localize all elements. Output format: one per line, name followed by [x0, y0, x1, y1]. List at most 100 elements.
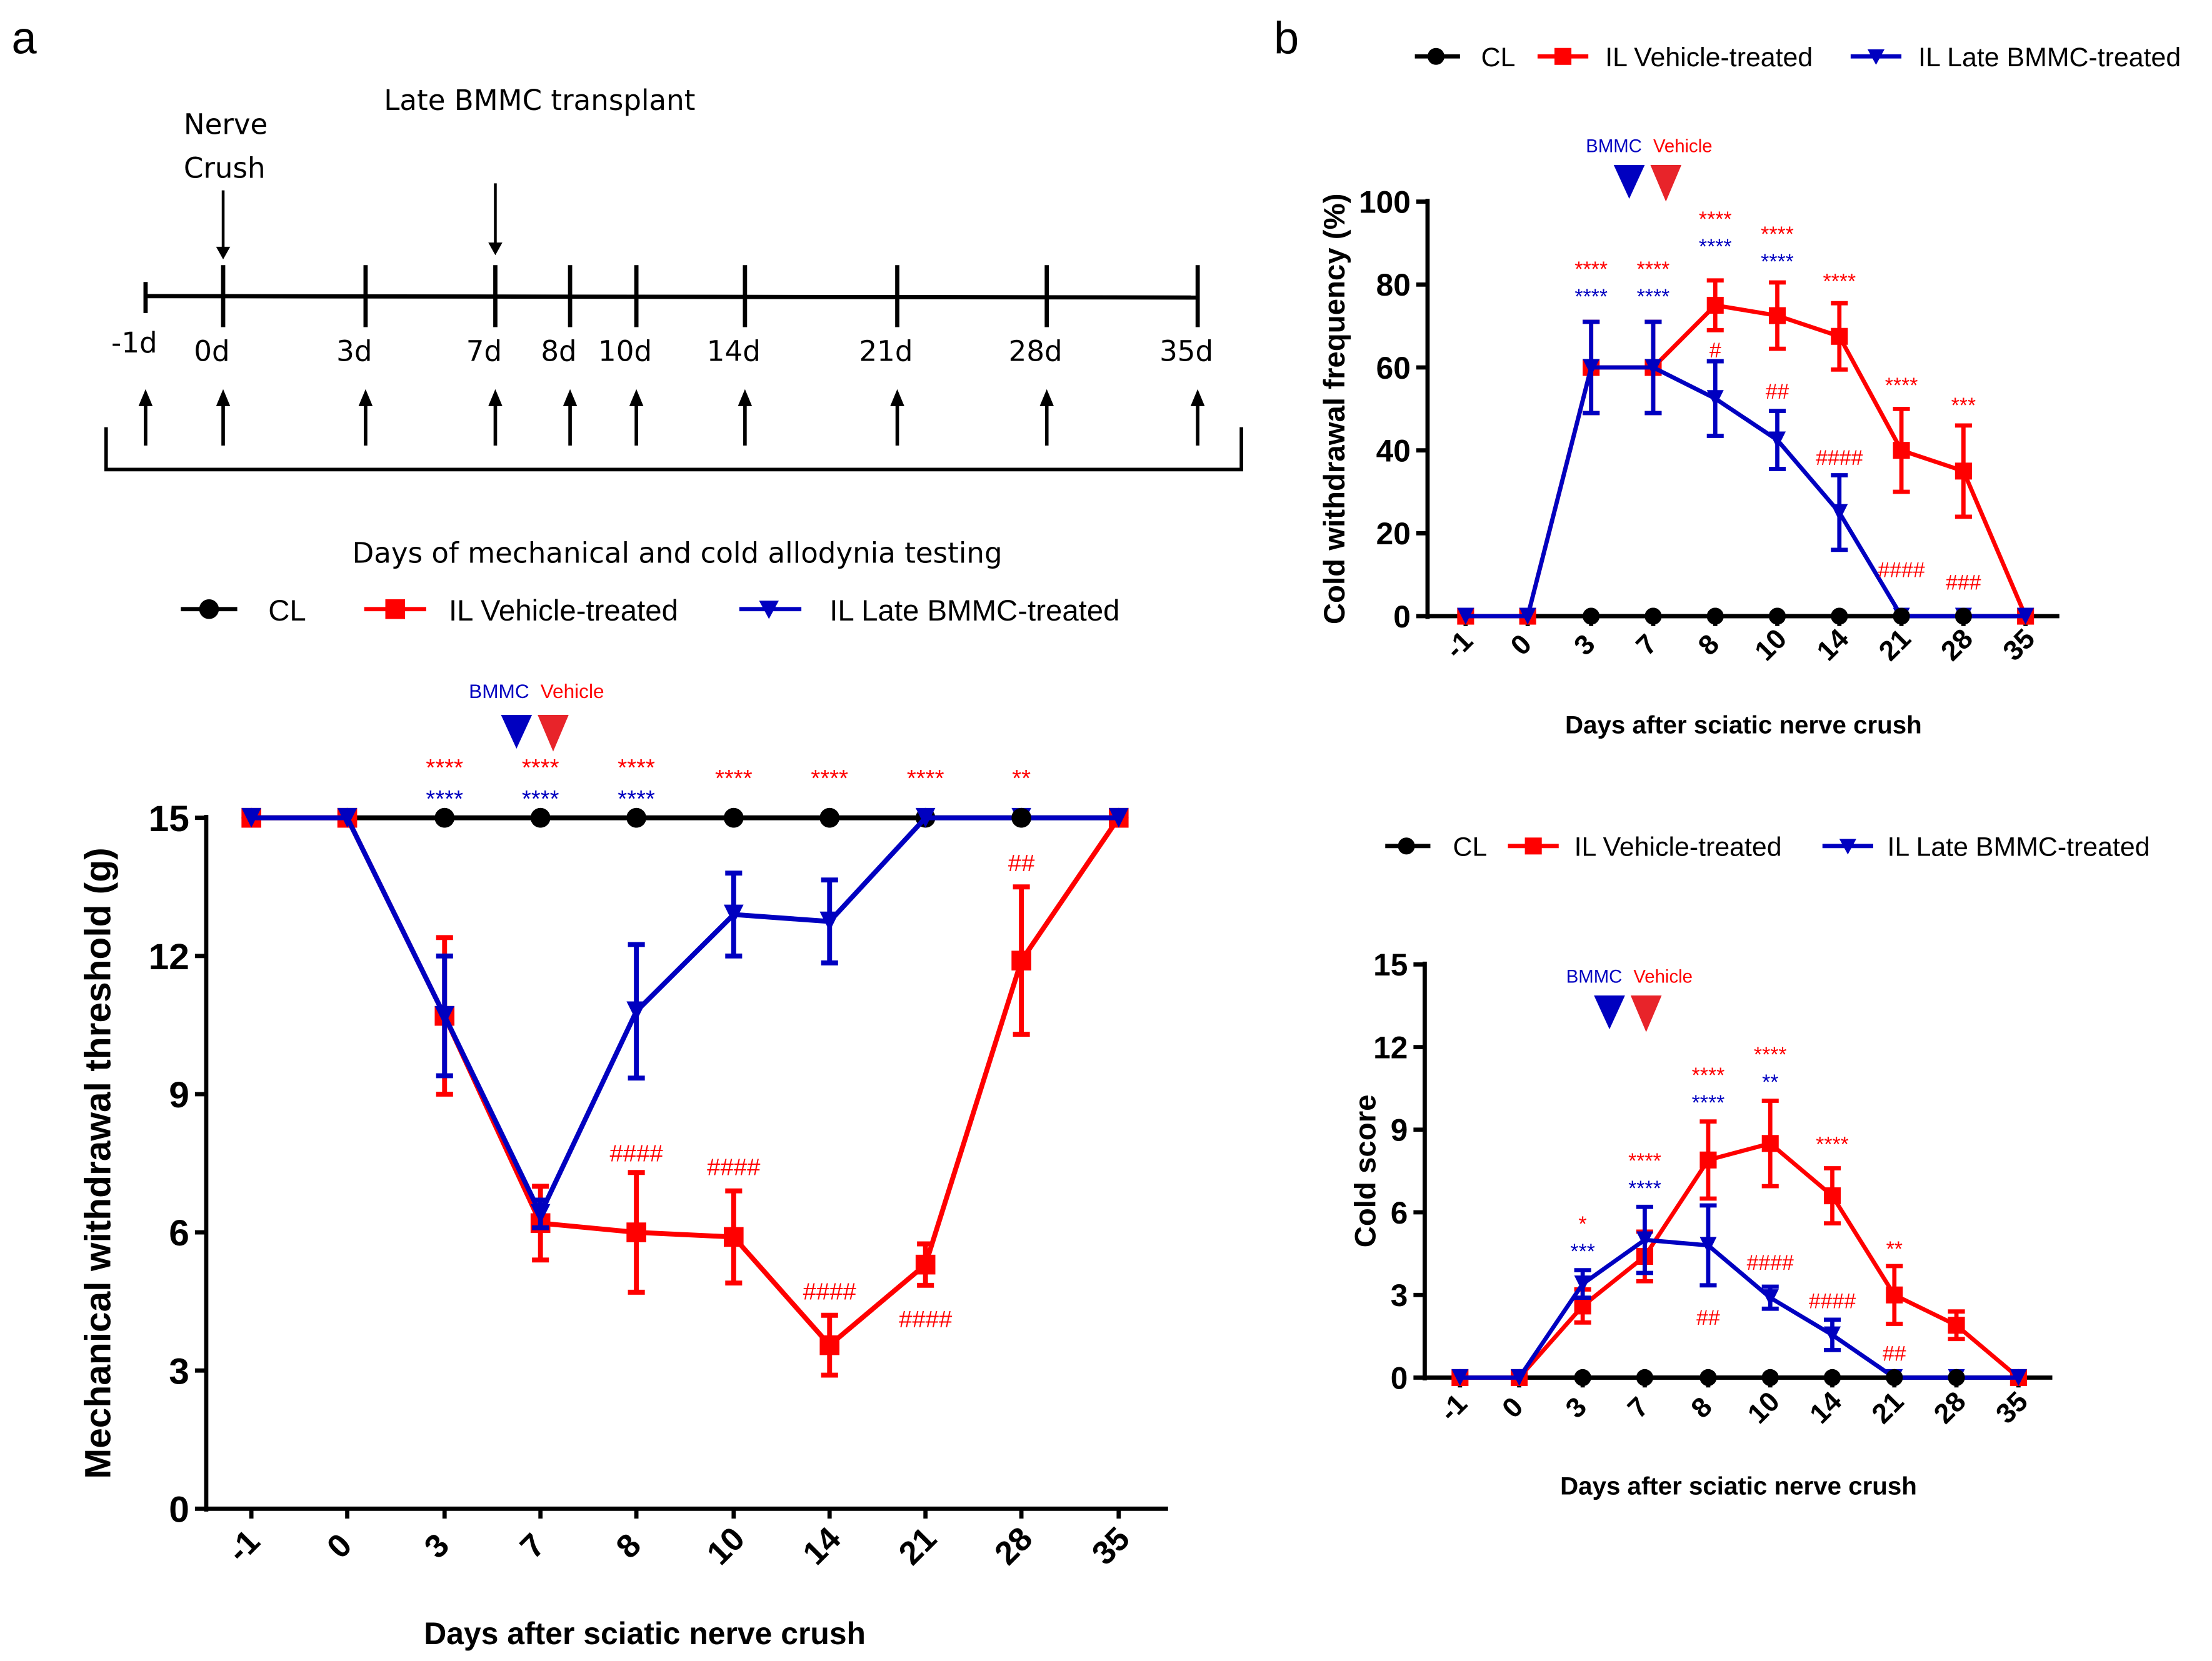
series-bmmc [1451, 1203, 2027, 1387]
y-tick-label: 0 [1391, 1360, 1408, 1395]
significance-annotation: ## [1883, 1342, 1906, 1365]
data-point-bmmc [819, 911, 840, 932]
significance-annotation: **** [1637, 285, 1670, 309]
y-tick-label: 6 [1391, 1195, 1408, 1230]
event-arrow-icon [216, 246, 231, 260]
significance-annotation: **** [426, 786, 463, 812]
significance-annotation: ** [1886, 1237, 1903, 1261]
timeline-day-label: 21d [859, 335, 913, 368]
data-point-vehicle [1574, 1297, 1591, 1315]
significance-annotation: **** [1761, 222, 1794, 246]
y-tick-label: 60 [1376, 351, 1411, 386]
data-point-bmmc [434, 1005, 455, 1026]
legend-cl-marker [1427, 47, 1445, 65]
data-point-cl [530, 807, 551, 828]
y-tick-label: 9 [169, 1075, 189, 1115]
data-point-cl [724, 807, 744, 828]
y-tick-label: 6 [169, 1213, 189, 1254]
x-tick-label: 10 [700, 1520, 752, 1572]
event-arrow-icon [488, 242, 503, 256]
legend-vehicle-label: IL Vehicle-treated [449, 594, 678, 627]
x-tick-label: 35 [1998, 623, 2041, 667]
legend-b-top: CL IL Vehicle-treated IL Late BMMC-treat… [1414, 42, 2181, 72]
series-line-vehicle [1465, 302, 2028, 619]
panel-label-a: a [12, 14, 38, 64]
data-point-bmmc [1457, 607, 1474, 625]
significance-annotation: **** [522, 786, 559, 812]
significance-annotation: #### [1809, 1290, 1856, 1314]
data-point-bmmc [626, 1001, 646, 1022]
legend-cl-marker [1398, 837, 1415, 855]
significance-annotation: **** [1699, 207, 1732, 231]
data-point-cl [1699, 1369, 1717, 1387]
x-axis-title: Days after sciatic nerve crush [424, 1616, 866, 1651]
data-point-vehicle [1761, 1135, 1779, 1152]
significance-annotation: #### [707, 1154, 761, 1181]
data-point-bmmc [2017, 607, 2034, 625]
legend-vehicle-marker [385, 599, 406, 619]
x-tick-label: 7 [1631, 629, 1663, 661]
legend-cl-marker [199, 599, 219, 619]
data-point-cl [1823, 1369, 1841, 1387]
legend-bmmc-marker [1867, 49, 1885, 65]
significance-annotation: *** [1570, 1240, 1595, 1264]
x-tick-label: 7 [1622, 1392, 1654, 1424]
series-line-bmmc [1465, 365, 2026, 619]
significance-annotation: **** [1823, 270, 1856, 294]
legend-bmmc-label: IL Late BMMC-treated [1888, 832, 2150, 862]
legend-bmmc-marker [759, 601, 779, 619]
significance-annotation: **** [1885, 374, 1918, 397]
significance-annotation: #### [1747, 1251, 1794, 1275]
data-point-vehicle [1823, 1187, 1841, 1205]
data-point-cl [1831, 607, 1848, 625]
significance-annotation: **** [618, 786, 655, 812]
data-point-vehicle [626, 1222, 646, 1242]
significance-annotation: **** [1637, 257, 1670, 281]
significance-annotation: **** [618, 754, 655, 781]
x-tick-label: 35 [1085, 1520, 1137, 1572]
y-tick-label: 0 [1393, 599, 1411, 634]
x-tick-label: 28 [1935, 623, 1979, 667]
data-point-cl [1761, 1369, 1779, 1387]
timeline-day-label: 7d [466, 335, 502, 368]
data-point-bmmc [1761, 1289, 1779, 1307]
data-point-bmmc [1636, 1231, 1653, 1249]
data-point-vehicle [1831, 327, 1848, 345]
vehicle-treatment-arrow-icon [1650, 164, 1682, 202]
data-point-bmmc [1644, 359, 1662, 376]
bmmc-treatment-arrow-icon [1594, 995, 1625, 1030]
data-point-cl [434, 807, 455, 828]
y-tick-label: 9 [1391, 1113, 1408, 1148]
significance-annotation: **** [1574, 257, 1608, 281]
significance-annotation: ## [1766, 380, 1789, 404]
legend-b-bottom: CL IL Vehicle-treated IL Late BMMC-treat… [1385, 832, 2150, 862]
data-point-bmmc [1823, 1326, 1841, 1344]
testing-label: Days of mechanical and cold allodynia te… [352, 536, 1002, 569]
data-point-vehicle [819, 1335, 840, 1355]
data-point-bmmc [1511, 1369, 1528, 1387]
data-point-bmmc [1519, 607, 1536, 625]
test-day-arrow-icon [563, 389, 578, 406]
y-tick-label: 20 [1376, 516, 1411, 551]
vehicle-treatment-arrow-icon [1630, 995, 1662, 1032]
x-tick-label: 8 [1693, 629, 1725, 661]
significance-annotation: # [1709, 339, 1721, 362]
y-tick-label: 40 [1376, 434, 1411, 469]
series-line-vehicle [1459, 1141, 2020, 1380]
x-tick-label: 3 [1560, 1392, 1593, 1424]
bracket [104, 427, 1243, 472]
series-line-vehicle [251, 815, 1121, 1349]
data-point-vehicle [1011, 950, 1031, 970]
data-point-cl [1706, 607, 1724, 625]
y-tick-label: 12 [149, 937, 189, 977]
y-axis-title: Mechanical withdrawal threshold (g) [78, 847, 119, 1479]
timeline-axis [145, 294, 1199, 300]
series-vehicle [241, 807, 1129, 1378]
test-day-arrow-icon [1039, 389, 1054, 406]
significance-annotation: **** [715, 765, 753, 792]
significance-annotation: #### [1816, 446, 1863, 470]
significance-annotation: **** [811, 765, 848, 792]
data-point-vehicle [1954, 462, 1972, 480]
x-tick-label: 0 [320, 1527, 359, 1565]
